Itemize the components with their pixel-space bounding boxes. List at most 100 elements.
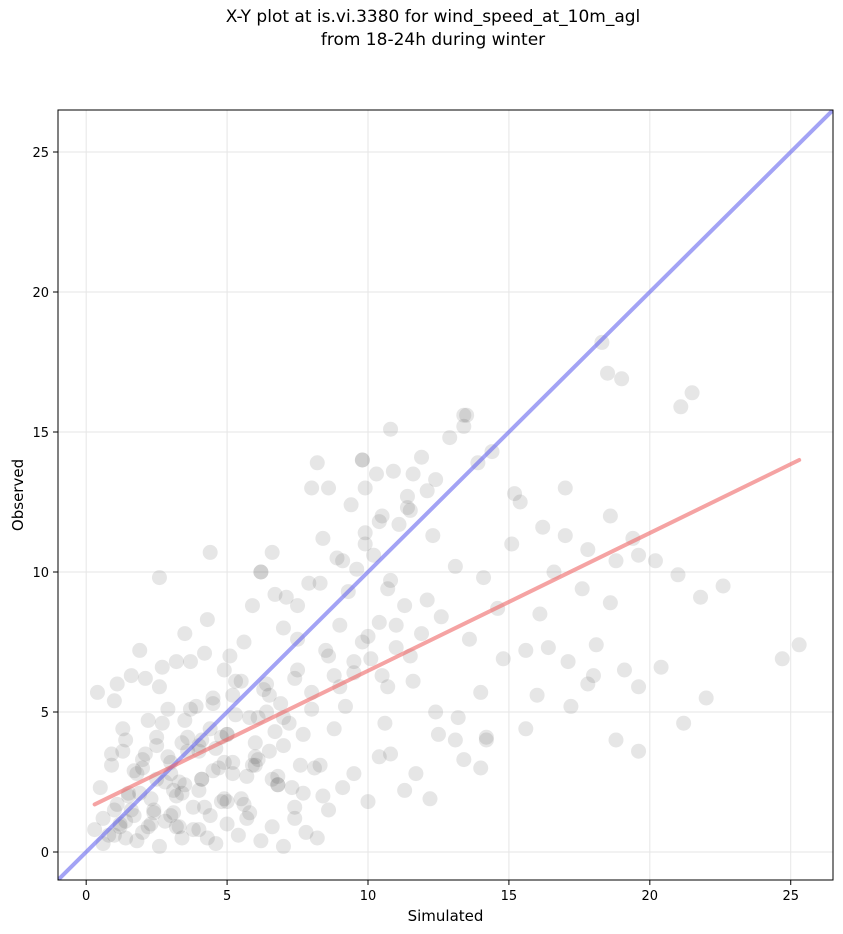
scatter-point [473, 760, 489, 776]
scatter-point [140, 712, 156, 728]
scatter-point [715, 578, 731, 594]
y-tick-label: 5 [41, 706, 49, 721]
scatter-point [149, 729, 165, 745]
scatter-point [312, 757, 328, 773]
scatter-point [309, 455, 325, 471]
scatter-point [335, 553, 351, 569]
scatter-point [225, 754, 241, 770]
scatter-point [425, 528, 441, 544]
scatter-point [177, 777, 193, 793]
scatter-point [388, 640, 404, 656]
scatter-point [532, 606, 548, 622]
scatter-point [560, 654, 576, 670]
scatter-point [602, 508, 618, 524]
scatter-point [225, 766, 241, 782]
scatter-point [199, 612, 215, 628]
scatter-point [256, 682, 272, 698]
scatter-point [374, 668, 390, 684]
scatter-point [253, 564, 269, 580]
scatter-point [529, 687, 545, 703]
x-tick-label: 20 [642, 889, 659, 904]
scatter-point [259, 704, 275, 720]
scatter-point [301, 575, 317, 591]
scatter-point [349, 561, 365, 577]
scatter-point [371, 514, 387, 530]
scatter-point [171, 819, 187, 835]
scatter-point [281, 715, 297, 731]
scatter-point [450, 710, 466, 726]
scatter-point [174, 785, 190, 801]
scatter-point [385, 463, 401, 479]
scatter-point [478, 729, 494, 745]
scatter-point [219, 794, 235, 810]
scatter-point [205, 690, 221, 706]
scatter-point [216, 754, 232, 770]
scatter-point [383, 421, 399, 437]
scatter-point [698, 690, 714, 706]
scatter-point [653, 659, 669, 675]
scatter-point [414, 626, 430, 642]
y-tick-label: 15 [32, 426, 49, 441]
scatter-point [504, 536, 520, 552]
scatter-point [166, 782, 182, 798]
scatter-point [616, 662, 632, 678]
scatter-point [290, 662, 306, 678]
scatter-point [143, 791, 159, 807]
scatter-point [233, 673, 249, 689]
scatter-point [242, 710, 258, 726]
scatter-point [354, 634, 370, 650]
grid [58, 110, 833, 880]
scatter-point [222, 648, 238, 664]
scatter-point [614, 371, 630, 387]
scatter-point [123, 668, 139, 684]
y-tick-label: 10 [32, 566, 49, 581]
scatter-point [309, 830, 325, 846]
scatter-point [693, 589, 709, 605]
reference-lines [58, 110, 833, 880]
scatter-point [95, 810, 111, 826]
scatter-point [228, 707, 244, 723]
scatter-point [380, 679, 396, 695]
scatter-point [287, 810, 303, 826]
scatter-point [371, 614, 387, 630]
axis-ticks: 0 5 10 15 20 25 0 5 10 15 20 25 [32, 146, 799, 904]
scatter-point [321, 648, 337, 664]
scatter-point [673, 399, 689, 415]
scatter-point [374, 508, 390, 524]
scatter-point [546, 564, 562, 580]
scatter-point [273, 696, 289, 712]
scatter-point [326, 668, 342, 684]
chart-title-line-2: from 18-24h during winter [320, 30, 546, 50]
scatter-point [287, 670, 303, 686]
scatter-point [354, 452, 370, 468]
scatter-point [270, 777, 286, 793]
scatter-point [383, 572, 399, 588]
scatter-point [306, 760, 322, 776]
scatter-point [275, 620, 291, 636]
scatter-point [332, 617, 348, 633]
scatter-point [261, 687, 277, 703]
scatter-point [126, 763, 142, 779]
scatter-point [135, 824, 151, 840]
scatter-point [115, 721, 131, 737]
y-tick-label: 0 [41, 846, 49, 861]
scatter-point [563, 698, 579, 714]
scatter-point [557, 480, 573, 496]
scatter-point [135, 760, 151, 776]
scatter-point [236, 634, 252, 650]
scatter-point [182, 654, 198, 670]
scatter-point [405, 466, 421, 482]
scatter-point [540, 640, 556, 656]
chart-title-line-1: X-Y plot at is.vi.3380 for wind_speed_at… [225, 7, 641, 27]
scatter-point [337, 698, 353, 714]
scatter-point [109, 676, 125, 692]
scatter-point [476, 570, 492, 586]
scatter-point [151, 679, 167, 695]
scatter-point [357, 480, 373, 496]
scatter-point [363, 651, 379, 667]
scatter-point [177, 712, 193, 728]
scatter-point [244, 598, 260, 614]
x-tick-label: 25 [782, 889, 799, 904]
scatter-point [191, 782, 207, 798]
scatter-point [791, 637, 807, 653]
